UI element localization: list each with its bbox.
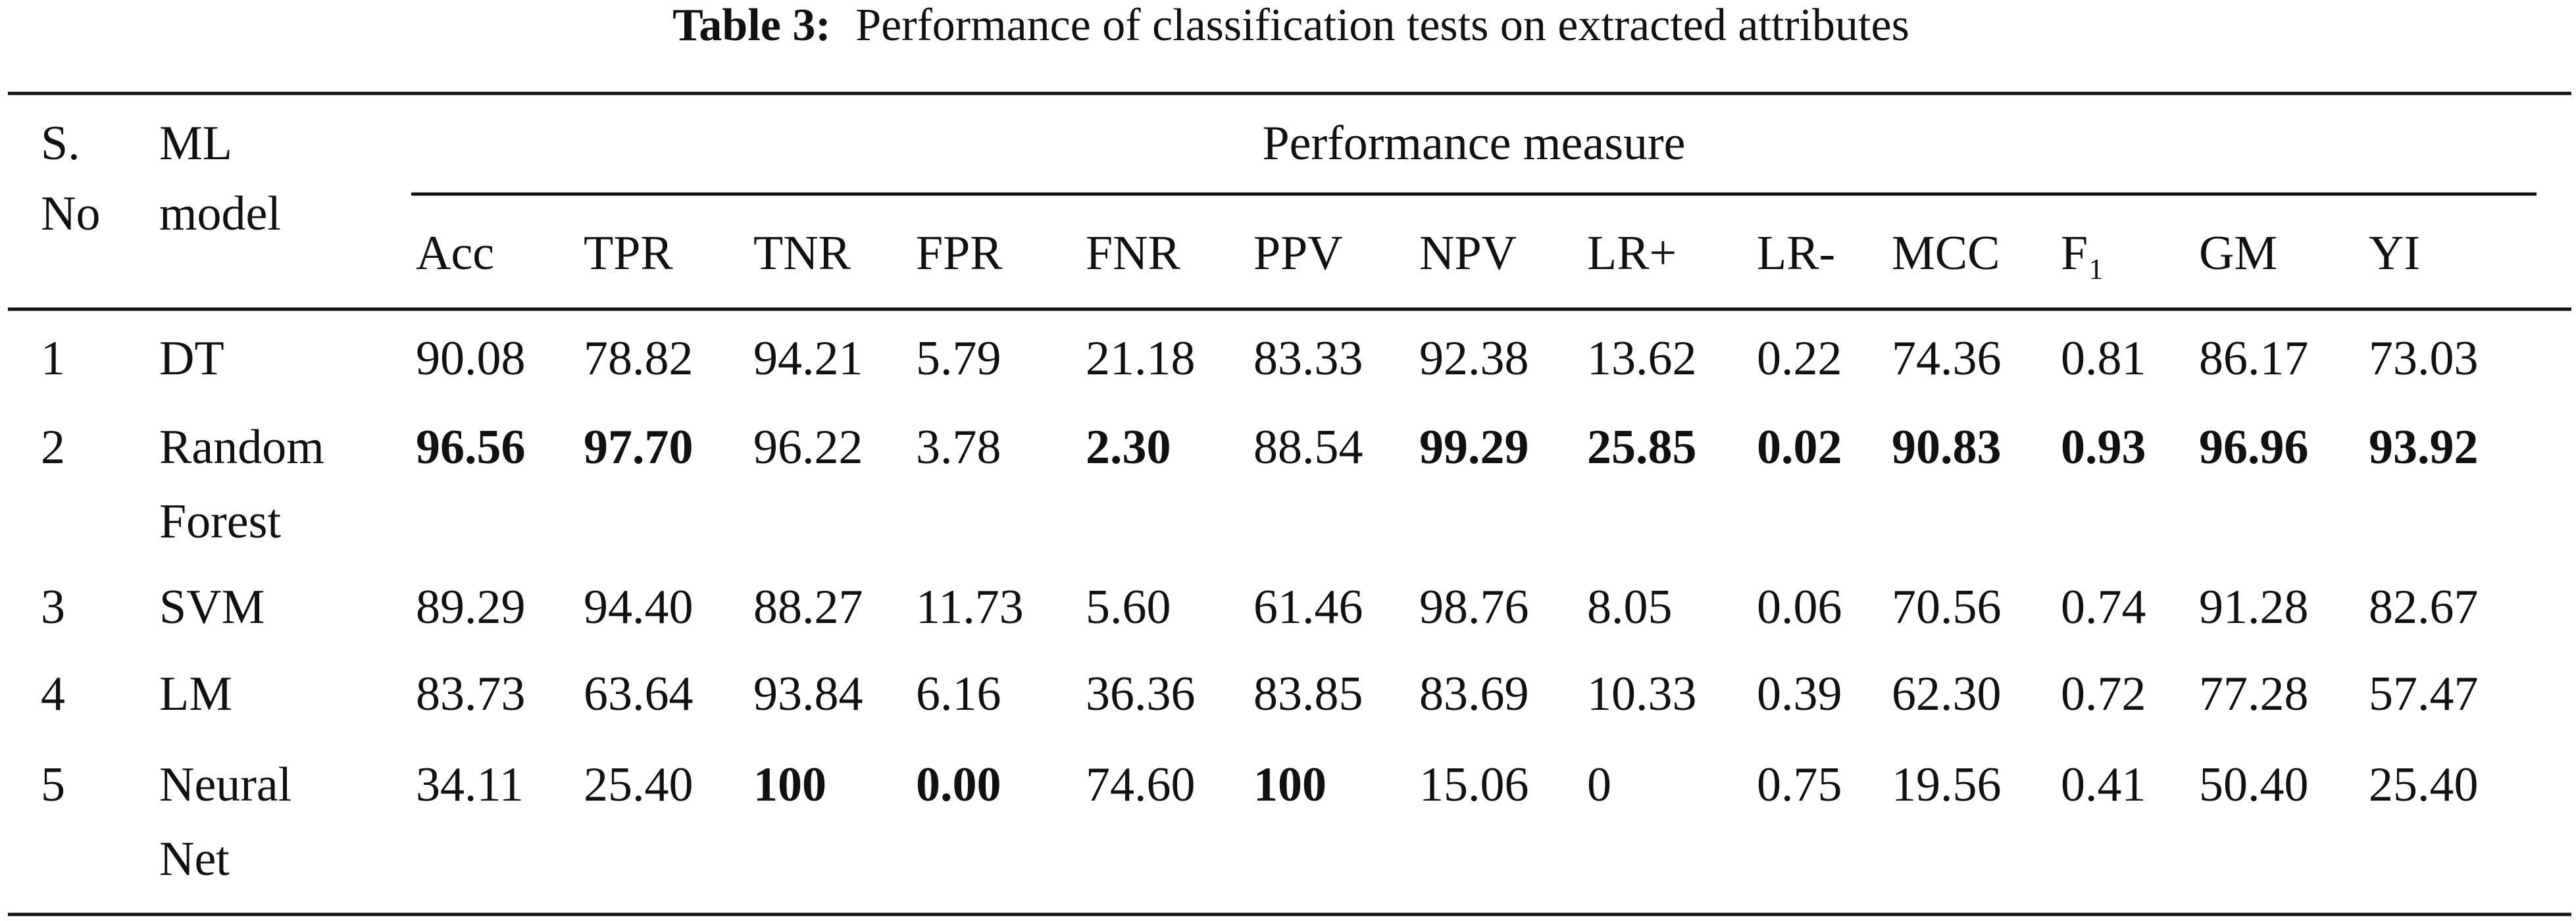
cell: 94.40: [584, 580, 694, 634]
header-model: ML: [159, 116, 232, 170]
header-sno: No: [41, 187, 100, 241]
row-sno: 2: [41, 420, 65, 474]
cell: 21.18: [1086, 332, 1196, 386]
header-sno: S.: [41, 116, 80, 170]
header-measure: GM: [2199, 226, 2277, 280]
cell: 0.39: [1757, 667, 1842, 721]
caption-text: Performance of classification tests on e…: [855, 0, 1909, 51]
row-model: Random: [159, 420, 324, 474]
cell: 0.93: [2061, 420, 2146, 474]
cell: 0.22: [1757, 332, 1842, 386]
cell: 86.17: [2199, 332, 2309, 386]
cell: 89.29: [416, 580, 526, 634]
cell: 94.21: [753, 332, 863, 386]
header-measure: PPV: [1253, 226, 1343, 280]
cell: 62.30: [1892, 667, 2002, 721]
row-model: SVM: [159, 580, 265, 634]
cell: 77.28: [2199, 667, 2309, 721]
header-measure: LR-: [1757, 226, 1835, 280]
header-measure: FPR: [916, 226, 1003, 280]
cell: 25.40: [2369, 758, 2479, 812]
cell: 83.73: [416, 667, 526, 721]
cell: 8.05: [1587, 580, 1673, 634]
cell: 11.73: [916, 580, 1024, 634]
row-sno: 1: [41, 332, 65, 386]
cell: 0.02: [1757, 420, 1842, 474]
cell: 15.06: [1419, 758, 1529, 812]
cell: 88.27: [753, 580, 863, 634]
cell: 63.64: [584, 667, 694, 721]
cell: 73.03: [2369, 332, 2479, 386]
cell: 2.30: [1086, 420, 1171, 474]
cell: 61.46: [1253, 580, 1363, 634]
cell: 90.08: [416, 332, 526, 386]
cell: 83.85: [1253, 667, 1363, 721]
cell: 83.33: [1253, 332, 1363, 386]
cell: 13.62: [1587, 332, 1697, 386]
cell: 91.28: [2199, 580, 2309, 634]
cell: 0: [1587, 758, 1611, 812]
cell: 96.22: [753, 420, 863, 474]
cell: 90.83: [1892, 420, 2002, 474]
cell: 78.82: [584, 332, 694, 386]
row-model: LM: [159, 667, 232, 721]
header-measure: FNR: [1086, 226, 1181, 280]
cell: 0.75: [1757, 758, 1842, 812]
cell: 3.78: [916, 420, 1001, 474]
cell: 0.00: [916, 758, 1001, 812]
cell: 0.41: [2061, 758, 2146, 812]
cell: 19.56: [1892, 758, 2002, 812]
header-group: Performance measure: [1262, 116, 1685, 170]
header-measure: NPV: [1419, 226, 1517, 280]
cell: 96.96: [2199, 420, 2309, 474]
cell: 36.36: [1086, 667, 1196, 721]
cell: 70.56: [1892, 580, 2002, 634]
cell: 6.16: [916, 667, 1001, 721]
cell: 5.60: [1086, 580, 1171, 634]
header-measure: MCC: [1892, 226, 2000, 280]
cell: 34.11: [416, 758, 524, 812]
cell: 100: [753, 758, 826, 812]
cell: 0.74: [2061, 580, 2146, 634]
cell: 96.56: [416, 420, 526, 474]
cell: 5.79: [916, 332, 1001, 386]
cell: 25.40: [584, 758, 694, 812]
cell: 74.36: [1892, 332, 2002, 386]
cell: 0.81: [2061, 332, 2146, 386]
cell: 57.47: [2369, 667, 2479, 721]
cell: 99.29: [1419, 420, 1529, 474]
cell: 0.72: [2061, 667, 2146, 721]
cell: 93.92: [2369, 420, 2479, 474]
cell: 10.33: [1587, 667, 1697, 721]
header-measure: Acc: [416, 226, 494, 280]
cell: 100: [1253, 758, 1326, 812]
row-model: DT: [159, 332, 224, 386]
cell: 50.40: [2199, 758, 2309, 812]
row-model: Forest: [159, 495, 281, 549]
header-measure: LR+: [1587, 226, 1677, 280]
header-measure: TNR: [753, 226, 851, 280]
cell: 97.70: [584, 420, 694, 474]
header-model: model: [159, 187, 281, 241]
cell: 88.54: [1253, 420, 1363, 474]
cell: 83.69: [1419, 667, 1529, 721]
row-sno: 3: [41, 580, 65, 634]
cell: 74.60: [1086, 758, 1196, 812]
row-sno: 5: [41, 758, 65, 812]
header-measure: TPR: [584, 226, 673, 280]
caption: Table 3: Performance of classification t…: [672, 0, 1909, 51]
cell: 25.85: [1587, 420, 1697, 474]
cell: 82.67: [2369, 580, 2479, 634]
cell: 98.76: [1419, 580, 1529, 634]
caption-label: Table 3:: [672, 0, 831, 51]
cell: 0.06: [1757, 580, 1842, 634]
header-measure: YI: [2369, 226, 2420, 280]
header-measure: F₁: [2061, 226, 2105, 280]
row-model: Net: [159, 832, 230, 886]
row-sno: 4: [41, 667, 65, 721]
cell: 92.38: [1419, 332, 1529, 386]
row-model: Neural: [159, 758, 291, 812]
cell: 93.84: [753, 667, 863, 721]
